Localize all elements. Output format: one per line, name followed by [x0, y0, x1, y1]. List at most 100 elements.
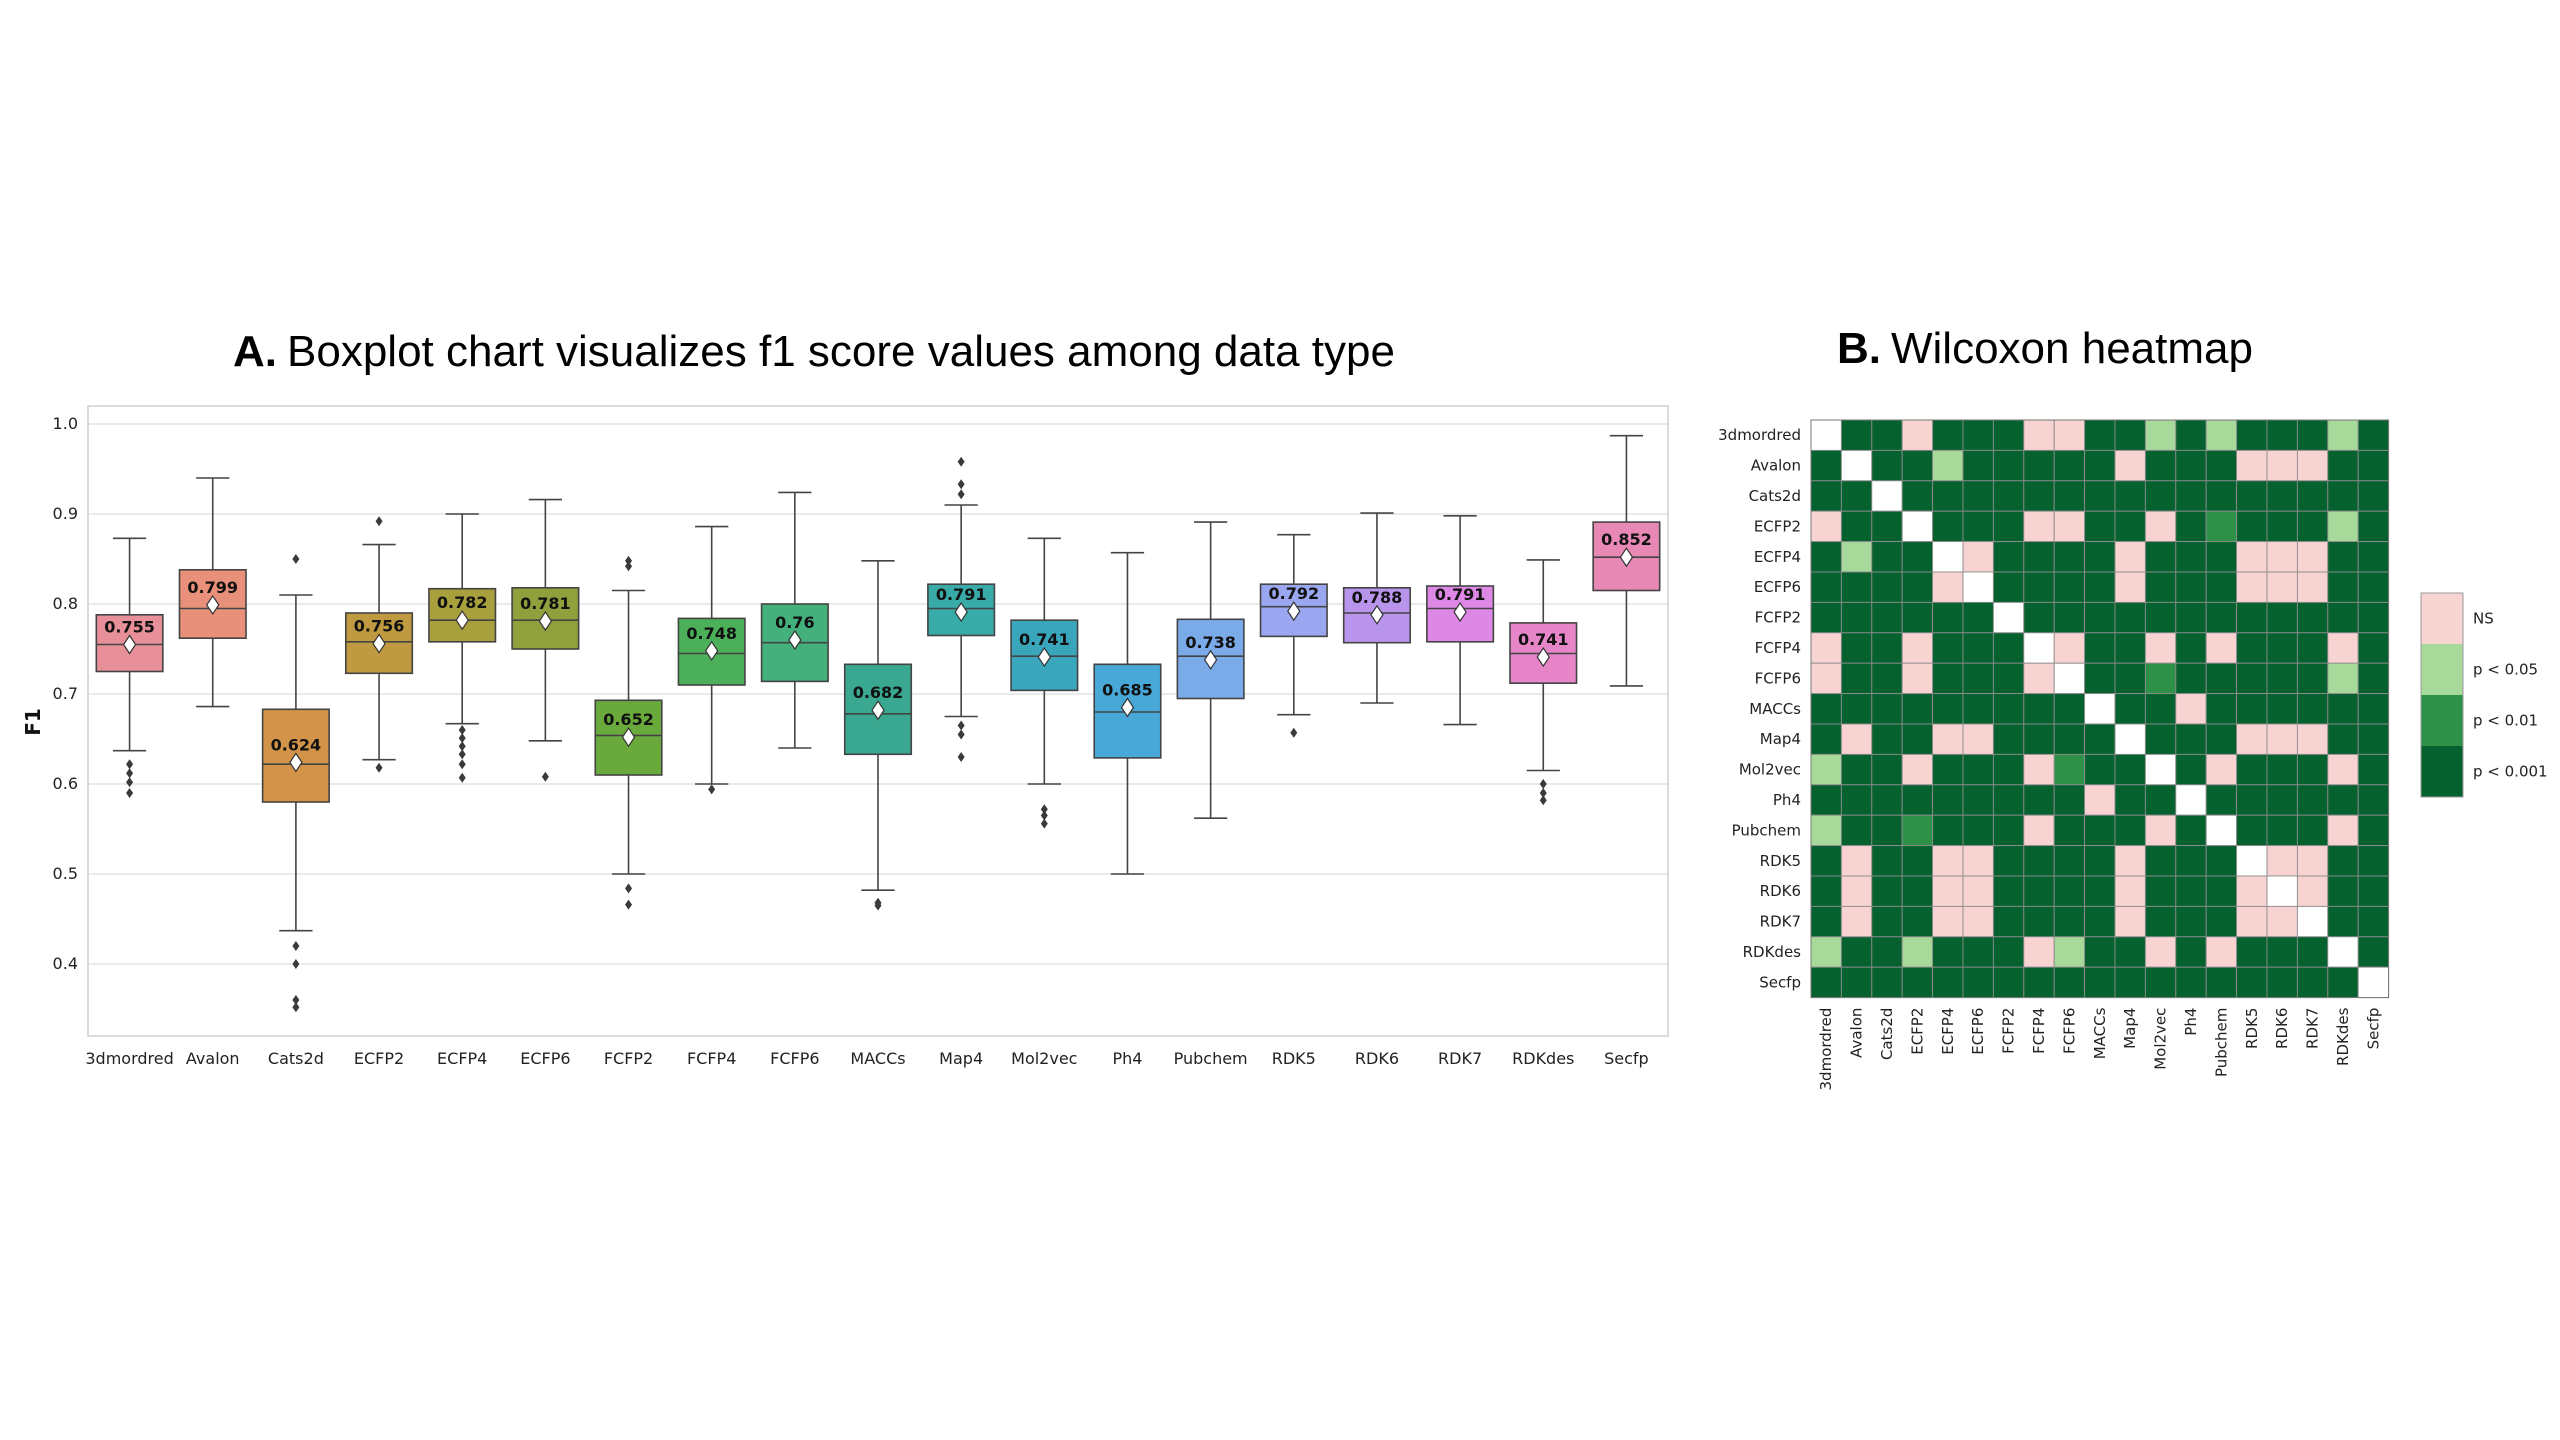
heatmap-cell	[1962, 449, 1994, 482]
x-tick-label: MACCs	[850, 1049, 905, 1068]
heatmap-cell	[2357, 723, 2390, 755]
heatmap-column-label: Ph4	[2182, 1008, 2200, 1036]
box-ecfp4: 0.782	[428, 513, 497, 783]
heatmap-cell	[1901, 510, 1934, 543]
heatmap-cell	[2114, 845, 2146, 877]
box-rdk6: 0.788	[1342, 512, 1412, 704]
heatmap-cell	[1901, 662, 1934, 695]
heatmap-cell	[1840, 784, 1873, 816]
heatmap-cell	[2053, 662, 2086, 695]
heatmap-cell	[1871, 662, 1903, 695]
heatmap-cell	[2205, 723, 2238, 755]
heatmap-cell	[2053, 936, 2086, 968]
heatmap-cell	[2327, 541, 2359, 573]
heatmap-cell	[2296, 571, 2329, 603]
outlier-point	[458, 759, 466, 770]
heatmap-cell	[2144, 480, 2177, 512]
heatmap-cell	[2296, 632, 2329, 664]
heatmap-cell	[1871, 723, 1903, 755]
heatmap-cell	[1901, 419, 1934, 451]
heatmap-cell	[2266, 601, 2298, 634]
heatmap-cell	[2023, 936, 2055, 968]
heatmap-cell	[2114, 571, 2146, 603]
heatmap-cell	[1871, 936, 1903, 968]
heatmap-row-labels: 3dmordred Avalon Cats2d ECFP2 ECFP4 ECFP6 FCFP…	[1718, 426, 1801, 991]
heatmap-title: B. Wilcoxon heatmap	[1837, 324, 2253, 373]
box-pubchem: 0.738	[1176, 521, 1245, 820]
outlier-point	[375, 516, 383, 527]
box-maccs: 0.682	[843, 559, 913, 911]
heatmap-cell	[2296, 480, 2329, 512]
heatmap-cell	[2023, 449, 2055, 482]
heatmap-cell	[2084, 905, 2116, 938]
heatmap-cell	[1810, 601, 1842, 634]
heatmap-cell	[2296, 966, 2329, 999]
heatmap-cell	[2144, 419, 2177, 451]
heatmap-cell	[2357, 632, 2390, 664]
heatmap-cell	[2084, 662, 2116, 695]
heatmap-cell	[2175, 875, 2207, 907]
heatmap-row-label: ECFP4	[1754, 548, 1801, 566]
heatmap-cell	[1992, 814, 2025, 847]
mean-value-label: 0.792	[1268, 584, 1319, 603]
heatmap-cell	[1901, 571, 1934, 603]
heatmap-cell	[1901, 936, 1934, 968]
outlier-point	[458, 733, 466, 744]
heatmap-cell	[2296, 784, 2329, 816]
heatmap-cell	[2084, 541, 2116, 573]
heatmap-cell	[2357, 875, 2390, 907]
outlier-point	[625, 555, 633, 566]
heatmap-cell	[2023, 723, 2055, 755]
heatmap-cell	[1840, 966, 1873, 999]
heatmap-cell	[2053, 693, 2086, 725]
heatmap-cell	[2144, 814, 2177, 847]
heatmap-cell	[2053, 632, 2086, 664]
heatmap-row-label: Cats2d	[1749, 487, 1801, 505]
heatmap-cell	[1810, 936, 1842, 968]
heatmap-cell	[1962, 601, 1994, 634]
heatmap-cell	[2084, 814, 2116, 847]
heatmap-cell	[2175, 753, 2207, 786]
heatmap-cell	[1840, 723, 1873, 755]
heatmap-cell	[2327, 449, 2359, 482]
y-tick-label: 0.4	[53, 954, 78, 973]
heatmap-cell	[1810, 723, 1842, 755]
heatmap-cell	[2327, 966, 2359, 999]
heatmap-cell	[2205, 480, 2238, 512]
heatmap-cell	[2023, 510, 2055, 543]
heatmap-cell	[2266, 845, 2298, 877]
heatmap-cell	[1810, 571, 1842, 603]
heatmap-column-label: RDKdes	[2334, 1007, 2352, 1066]
heatmap-cell	[1810, 510, 1842, 543]
heatmap-column-label: ECFP4	[1939, 1008, 1957, 1055]
heatmap-cell	[1871, 875, 1903, 907]
outlier-point	[1290, 727, 1298, 738]
heatmap-cell	[1871, 784, 1903, 816]
box-3dmordred: 0.755	[95, 537, 164, 798]
heatmap-cell	[1962, 480, 1994, 512]
heatmap-cell	[2175, 905, 2207, 938]
heatmap-cell	[1932, 966, 1964, 999]
heatmap-cell	[1840, 571, 1873, 603]
heatmap-cell	[1871, 966, 1903, 999]
heatmap-column-label: FCFP2	[2000, 1008, 2018, 1054]
heatmap-cell	[2084, 784, 2116, 816]
heatmap-cell	[2236, 510, 2268, 543]
heatmap-cell	[1932, 662, 1964, 695]
heatmap-cell	[2357, 693, 2390, 725]
heatmap-cell	[1871, 601, 1903, 634]
heatmap-cell	[2296, 449, 2329, 482]
heatmap-column-label: Mol2vec	[2152, 1008, 2170, 1070]
heatmap-cell	[2236, 936, 2268, 968]
heatmap-cell	[1810, 480, 1842, 512]
heatmap-cell	[2144, 905, 2177, 938]
box-rdk7: 0.791	[1426, 514, 1495, 726]
heatmap-cell	[2236, 480, 2268, 512]
heatmap-cell	[1840, 693, 1873, 725]
heatmap-cell	[2236, 753, 2268, 786]
heatmap-cell	[1810, 875, 1842, 907]
heatmap-cell	[2144, 510, 2177, 543]
heatmap-column-label: ECFP2	[1908, 1008, 1926, 1055]
heatmap-cell	[2296, 541, 2329, 573]
heatmap-cell	[2144, 632, 2177, 664]
